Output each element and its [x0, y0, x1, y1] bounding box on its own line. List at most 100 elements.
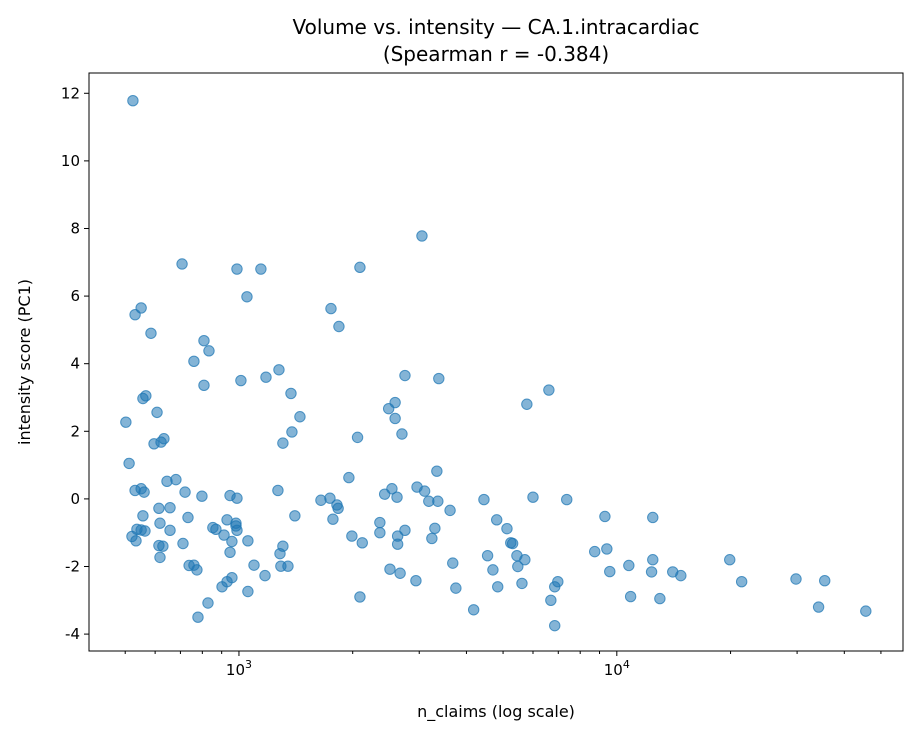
data-point [154, 551, 166, 564]
data-point [399, 369, 411, 382]
data-point [429, 522, 441, 535]
y-tick-label: 8 [70, 219, 80, 237]
data-point [242, 585, 254, 598]
data-point [481, 549, 494, 562]
data-point [516, 577, 528, 590]
data-point [416, 230, 428, 242]
data-point [151, 406, 163, 419]
data-point [325, 302, 337, 315]
data-point [153, 502, 165, 515]
data-point [491, 514, 503, 526]
y-tick-label: -4 [65, 625, 80, 643]
data-point [819, 574, 831, 587]
data-point [374, 516, 386, 529]
data-point [604, 565, 616, 578]
data-point [450, 582, 462, 594]
y-tick-label: 2 [70, 422, 80, 440]
data-point [277, 540, 289, 552]
data-point [202, 597, 214, 609]
data-point [282, 560, 294, 572]
data-point [231, 263, 243, 275]
y-axis-label: intensity score (PC1) [15, 279, 34, 445]
data-point [177, 537, 189, 550]
data-point [399, 524, 411, 537]
data-point [410, 574, 422, 587]
data-point [157, 540, 169, 552]
data-point [354, 261, 366, 274]
data-point [216, 581, 228, 593]
data-point [272, 484, 284, 497]
data-point [396, 428, 408, 440]
data-point [145, 327, 157, 339]
data-point [356, 537, 368, 549]
y-tick-label: 4 [70, 355, 80, 373]
y-tick-label: -2 [65, 557, 80, 575]
data-point [203, 345, 215, 357]
plot-frame [88, 72, 904, 652]
data-point [294, 411, 306, 423]
data-point [394, 567, 406, 579]
data-point [812, 601, 825, 613]
data-point [138, 486, 150, 498]
data-point [647, 511, 659, 524]
data-point [589, 545, 601, 558]
data-point [724, 554, 736, 566]
data-point [384, 563, 396, 575]
data-point [332, 502, 344, 515]
x-tick-label: 104 [604, 658, 630, 679]
data-point [289, 510, 301, 522]
points-layer [120, 95, 872, 632]
data-point [433, 372, 445, 385]
data-point [158, 433, 170, 445]
data-point [120, 416, 132, 428]
data-point [467, 604, 480, 616]
data-point [161, 475, 173, 488]
data-point [277, 437, 289, 449]
data-point [192, 611, 204, 623]
data-point [260, 371, 272, 383]
data-point [140, 390, 152, 402]
data-point [139, 525, 151, 537]
data-point [259, 569, 271, 582]
data-point [521, 398, 533, 410]
data-point [333, 320, 345, 333]
data-point [506, 537, 519, 550]
data-point [389, 412, 401, 425]
data-point [123, 457, 135, 470]
data-point [182, 511, 194, 524]
data-point [248, 559, 260, 571]
data-point [164, 524, 176, 537]
data-point [346, 530, 358, 542]
data-point [164, 501, 176, 514]
data-point [176, 258, 188, 270]
data-point [860, 605, 872, 617]
data-point [327, 513, 339, 525]
data-point [137, 510, 149, 522]
data-point [599, 510, 611, 523]
data-point [198, 379, 210, 392]
y-tick-label: 6 [70, 287, 80, 305]
data-point [127, 95, 139, 107]
x-axis-label: n_claims (log scale) [417, 702, 575, 722]
data-point [285, 387, 297, 400]
data-point [790, 573, 802, 585]
data-point [561, 493, 573, 506]
data-point [235, 374, 247, 387]
data-point [444, 504, 456, 517]
data-point [519, 554, 531, 566]
data-point [432, 495, 444, 507]
data-point [135, 302, 147, 314]
data-point [386, 483, 398, 495]
data-point [623, 559, 635, 572]
data-point [447, 557, 459, 569]
y-tick-label: 10 [61, 152, 80, 170]
data-point [241, 291, 253, 303]
data-point [231, 492, 243, 504]
data-point [391, 491, 403, 503]
data-point [492, 581, 504, 593]
data-point [418, 485, 431, 497]
data-point [218, 529, 230, 541]
data-point [645, 566, 658, 578]
data-point [273, 364, 285, 376]
